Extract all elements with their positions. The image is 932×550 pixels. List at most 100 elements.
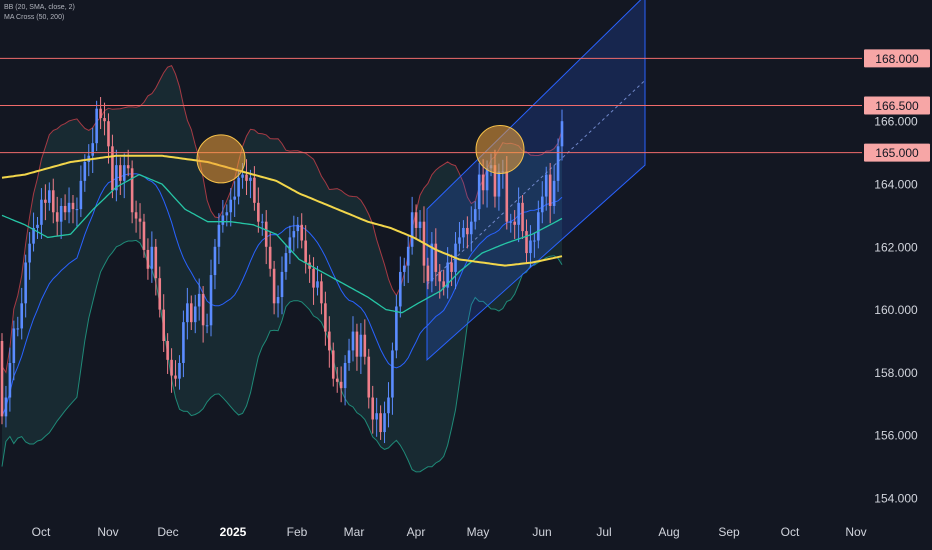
- candle-body: [154, 246, 158, 279]
- trend-channel-fill: [426, 0, 646, 361]
- candle-body: [264, 221, 268, 247]
- candle-body: [521, 202, 524, 232]
- candle-body: [410, 212, 414, 247]
- candle-body: [438, 271, 442, 282]
- candle-body: [312, 268, 315, 288]
- candle-body: [367, 356, 371, 398]
- candle-body: [418, 221, 422, 228]
- candle-body: [166, 341, 169, 360]
- candle-body: [186, 303, 189, 323]
- candle-body: [402, 265, 406, 272]
- x-tick-label: Jun: [532, 525, 551, 539]
- candle-body: [95, 108, 98, 144]
- candle-body: [399, 271, 402, 307]
- y-tick-label: 166.000: [874, 115, 918, 129]
- candle-body: [201, 293, 205, 326]
- candle-body: [229, 199, 233, 213]
- x-tick-label: May: [467, 525, 490, 539]
- candle-body: [548, 174, 552, 206]
- x-tick-label: Apr: [407, 525, 426, 539]
- candle-body: [296, 224, 300, 232]
- level-label-box: [864, 143, 930, 162]
- candle-body: [276, 297, 280, 304]
- x-tick-label: Aug: [658, 525, 679, 539]
- candle-body: [466, 227, 469, 235]
- candle-body: [146, 249, 150, 269]
- candle-body: [48, 190, 51, 203]
- candle-body: [197, 293, 201, 307]
- highlight-circles: [196, 124, 525, 184]
- candle-body: [59, 205, 63, 222]
- candles: [0, 97, 564, 444]
- candle-body: [12, 328, 16, 363]
- indicator-legend: BB (20, SMA, close, 2) MA Cross (50, 200…: [4, 3, 75, 23]
- candle-body: [241, 174, 244, 178]
- candle-body: [115, 165, 118, 191]
- candle-body: [67, 202, 71, 213]
- candle-body: [533, 240, 536, 242]
- candle-body: [430, 243, 434, 282]
- x-tick-label: Nov: [97, 525, 118, 539]
- candle-body: [339, 381, 343, 389]
- candle-body: [174, 375, 177, 379]
- y-tick-label: 156.000: [874, 429, 918, 443]
- price-axis[interactable]: 154.000 156.000 158.000 160.000 162.000 164.0…: [874, 115, 918, 506]
- candle-body: [331, 350, 335, 379]
- candle-body: [257, 202, 260, 222]
- candle-body: [245, 174, 248, 181]
- candle-body: [371, 397, 375, 420]
- candle-body: [351, 331, 355, 351]
- candle-body: [142, 221, 146, 250]
- candle-body: [162, 309, 165, 341]
- candle-body: [209, 275, 213, 326]
- candle-body: [32, 227, 35, 244]
- candle-body: [24, 262, 27, 304]
- candle-body: [260, 221, 264, 223]
- candle-body: [158, 278, 162, 310]
- candle-body: [529, 240, 532, 254]
- highlight-circle: [196, 134, 246, 184]
- time-axis[interactable]: Oct Nov Dec 2025 Feb Mar Apr May Jun Jul Aug Sep Oct…: [32, 525, 867, 539]
- y-tick-label: 160.000: [874, 303, 918, 317]
- candle-body: [426, 265, 430, 282]
- candle-body: [122, 165, 126, 181]
- candle-body: [481, 174, 485, 191]
- candle-body: [193, 306, 197, 323]
- candle-body: [0, 341, 4, 417]
- y-tick-label: 162.000: [874, 240, 918, 254]
- candle-body: [107, 121, 110, 147]
- candle-body: [363, 334, 367, 357]
- candle-body: [375, 413, 378, 420]
- candle-body: [469, 221, 473, 235]
- candle-body: [335, 378, 339, 382]
- candle-body: [517, 202, 520, 225]
- x-tick-label: Oct: [781, 525, 800, 539]
- candle-body: [8, 362, 12, 398]
- candle-body: [316, 281, 319, 288]
- level-label-box: [864, 96, 930, 115]
- candle-body: [189, 303, 193, 323]
- candle-body: [485, 168, 489, 191]
- candle-body: [126, 165, 130, 169]
- candle-body: [544, 174, 548, 197]
- candle-body: [324, 303, 327, 332]
- candle-body: [497, 171, 501, 197]
- candle-body: [225, 212, 229, 216]
- candle-body: [221, 215, 225, 225]
- y-tick-label: 154.000: [874, 492, 918, 506]
- candle-body: [130, 168, 134, 213]
- candle-body: [4, 397, 8, 417]
- candle-body: [284, 253, 288, 272]
- candle-body: [513, 221, 516, 225]
- level-label: 168.000: [875, 52, 919, 66]
- candle-body: [304, 240, 307, 263]
- candle-body: [111, 146, 114, 191]
- candle-body: [205, 325, 209, 327]
- candle-body: [51, 190, 55, 213]
- candle-body: [379, 413, 382, 433]
- bb-lower: [1, 239, 563, 473]
- x-tick-label: Oct: [32, 525, 51, 539]
- candle-body: [391, 350, 394, 398]
- candle-body: [414, 212, 418, 228]
